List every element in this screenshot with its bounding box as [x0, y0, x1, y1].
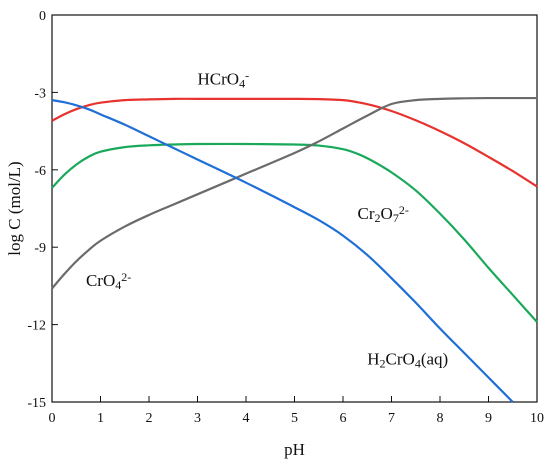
x-axis-title: pH [284, 440, 305, 459]
y-tick-label: -12 [27, 319, 46, 334]
axes: 0 1 2 3 4 5 6 7 8 9 10 0 -3 -6 -9 -12 -15 [27, 9, 544, 426]
x-tick-label: 3 [194, 411, 201, 426]
y-tick-label: -9 [34, 241, 46, 256]
y-tick-label: -15 [27, 396, 46, 411]
series-line-1 [51, 142, 538, 323]
y-tick-label: -6 [34, 164, 46, 179]
y-axis-title: log C (mol/L) [5, 161, 24, 255]
series-line-0 [51, 97, 538, 188]
series-line-3 [51, 99, 514, 403]
x-tick-label: 4 [243, 411, 250, 426]
x-tick-label: 7 [388, 411, 395, 426]
x-tick-label: 6 [340, 411, 347, 426]
x-tick-label: 1 [97, 411, 104, 426]
series-labels: HCrO4- Cr2O72- CrO42- H2CrO4(aq) [86, 68, 448, 370]
series-label-1: Cr2O72- [358, 202, 409, 224]
y-tick-label: 0 [39, 9, 46, 24]
x-tick-label: 9 [485, 411, 492, 426]
series-label-3: H2CrO4(aq) [367, 350, 448, 371]
x-tick-label: 10 [530, 411, 544, 426]
series-label-2: CrO42- [86, 270, 131, 292]
series-line-2 [51, 96, 537, 290]
series-lines [51, 96, 538, 403]
y-tick-label: -3 [34, 86, 46, 101]
series-label-0: HCrO4- [198, 68, 250, 90]
x-tick-label: 0 [49, 411, 56, 426]
x-tick-label: 2 [146, 411, 153, 426]
x-tick-label: 5 [291, 411, 298, 426]
x-tick-label: 8 [437, 411, 444, 426]
plot-frame [51, 14, 538, 403]
